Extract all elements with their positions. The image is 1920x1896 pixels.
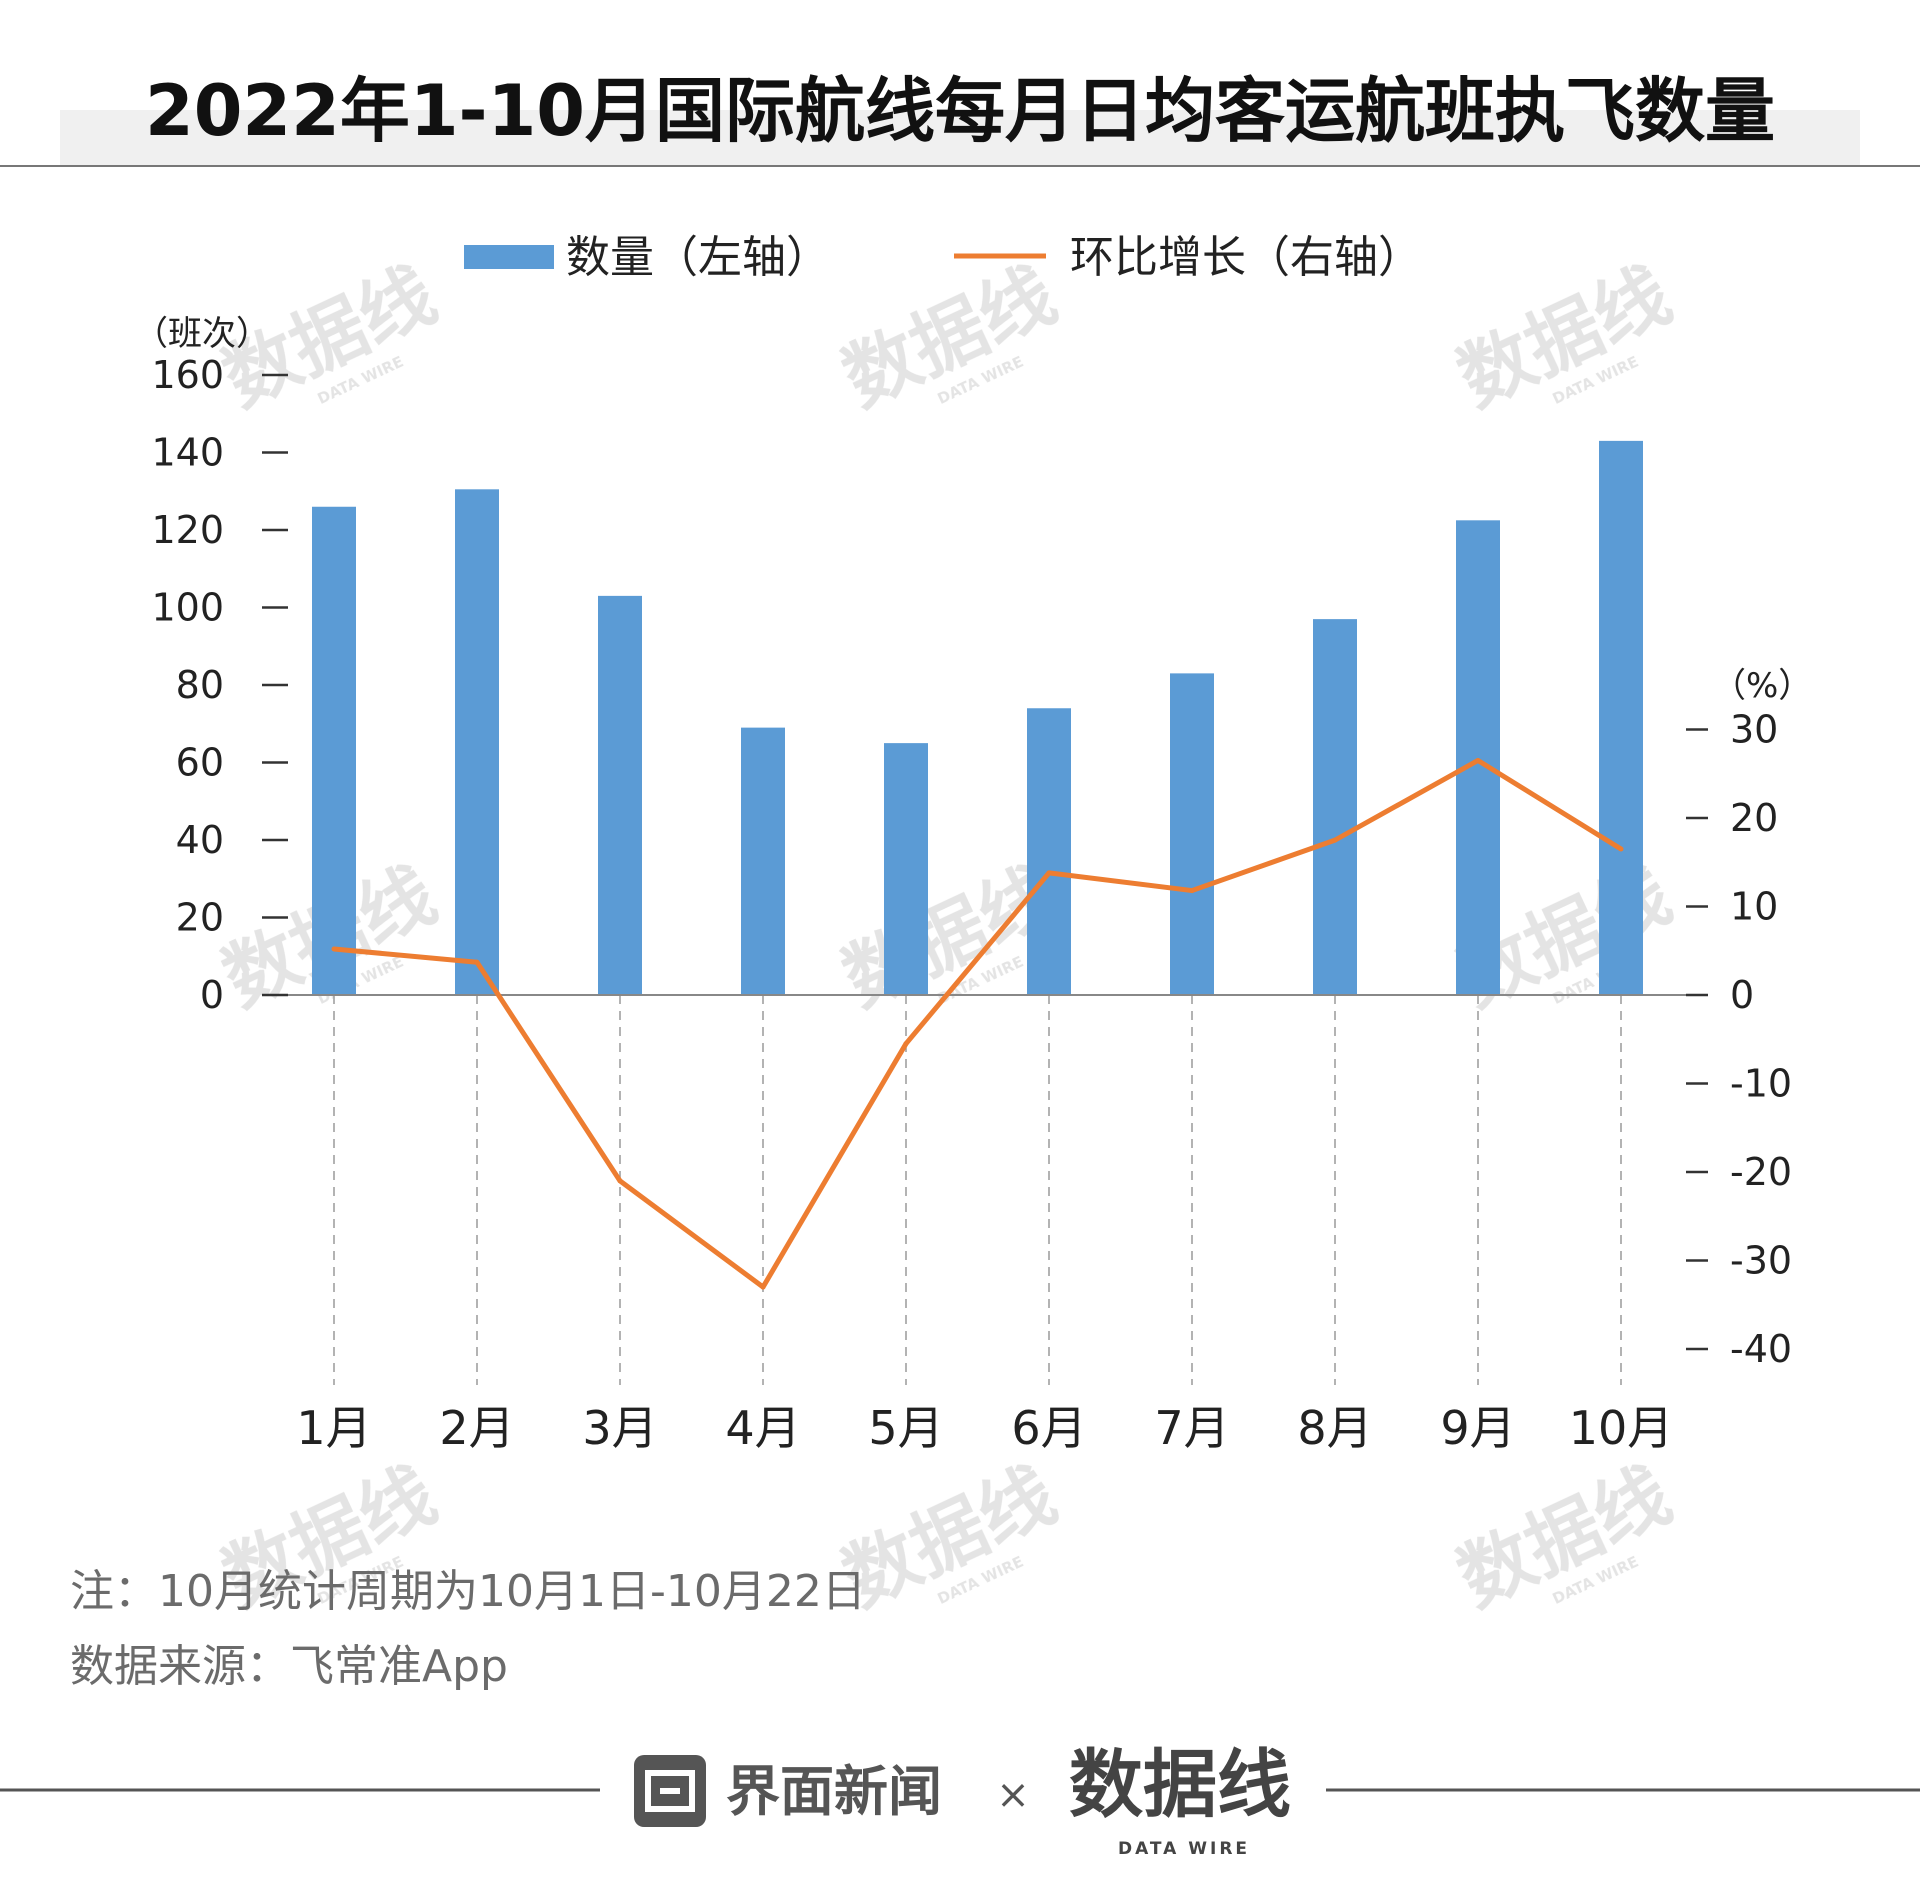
- growth-point-10: [1618, 846, 1624, 852]
- legend-line-label: 环比增长（右轴）: [1070, 232, 1422, 283]
- left-axis-unit: （班次）: [134, 314, 270, 354]
- brand-datawire-sub: DATA WIRE: [1118, 1839, 1250, 1859]
- growth-point-6: [1046, 870, 1052, 876]
- right-axis: 30 20 10 0 -10 -20 -30 -40: [1686, 708, 1792, 1371]
- x-axis-label: 6月: [1011, 1401, 1086, 1455]
- watermark: 数据线 DATA WIRE: [1446, 251, 1684, 423]
- left-axis-label: 100: [151, 586, 224, 630]
- right-axis-label: 30: [1730, 708, 1778, 752]
- x-axis-label: 7月: [1154, 1401, 1229, 1455]
- footnote: 注：10月统计周期为10月1日-10月22日: [70, 1566, 866, 1617]
- left-axis-label: 120: [151, 508, 224, 552]
- jiemian-logo-icon: [634, 1755, 706, 1827]
- category-guides: [333, 995, 1622, 1385]
- brand-datawire: 数据线: [1069, 1742, 1291, 1828]
- left-axis-label: 60: [176, 741, 224, 785]
- brand-times: ×: [996, 1772, 1030, 1818]
- watermark: 数据线 DATA WIRE: [1446, 1451, 1684, 1623]
- legend: 数量（左轴） 环比增长（右轴）: [464, 232, 1422, 283]
- legend-bar-swatch: [464, 245, 554, 269]
- brand-jiemian: 界面新闻: [726, 1760, 942, 1823]
- bar-1: [312, 506, 356, 995]
- page-title: 2022年1-10月国际航线每月日均客运航班执飞数量: [145, 70, 1775, 152]
- data-source: 数据来源：飞常准App: [70, 1641, 508, 1692]
- bar-8: [1313, 619, 1357, 995]
- growth-point-9: [1475, 757, 1481, 763]
- x-axis-label: 10月: [1569, 1401, 1674, 1455]
- growth-point-8: [1332, 837, 1338, 843]
- growth-point-1: [331, 946, 337, 952]
- growth-point-3: [617, 1178, 623, 1184]
- bar-series: [312, 440, 1643, 995]
- growth-point-5: [903, 1041, 909, 1047]
- right-axis-label: 0: [1730, 973, 1754, 1017]
- bar-3: [598, 595, 642, 995]
- left-axis-label: 140: [151, 431, 224, 475]
- x-axis-label: 3月: [582, 1401, 657, 1455]
- bar-2: [455, 489, 499, 995]
- growth-point-4: [760, 1284, 766, 1290]
- legend-bar-label: 数量（左轴）: [566, 232, 830, 283]
- right-axis-unit: （%）: [1712, 666, 1812, 706]
- bar-4: [741, 727, 785, 995]
- right-axis-label: 20: [1730, 796, 1778, 840]
- right-axis-label: -10: [1730, 1062, 1792, 1106]
- right-axis-label: -30: [1730, 1239, 1792, 1283]
- watermark: 数据线 DATA WIRE: [831, 1451, 1069, 1623]
- bar-5: [884, 743, 928, 995]
- x-axis-label: 1月: [296, 1401, 371, 1455]
- left-axis-label: 40: [176, 818, 224, 862]
- growth-line: [333, 757, 1623, 1290]
- right-axis-label: -20: [1730, 1150, 1792, 1194]
- bar-10: [1599, 440, 1643, 995]
- growth-point-7: [1189, 888, 1195, 894]
- title-band: [60, 110, 1860, 165]
- line-series: [331, 757, 1624, 1290]
- left-axis-label: 80: [176, 663, 224, 707]
- x-axis-label: 2月: [439, 1401, 514, 1455]
- bar-9: [1456, 520, 1500, 995]
- left-axis: 160 140 120 100 80 60 40 20 0: [151, 353, 288, 1017]
- x-axis-label: 8月: [1297, 1401, 1372, 1455]
- jiemian-logo-inner: [645, 1770, 695, 1812]
- x-axis-label: 9月: [1440, 1401, 1515, 1455]
- right-axis-label: -40: [1730, 1327, 1792, 1371]
- x-axis-label: 4月: [725, 1401, 800, 1455]
- bar-7: [1170, 673, 1214, 995]
- x-axis-labels: 1月 2月 3月 4月 5月 6月 7月 8月 9月 10月: [296, 1401, 1673, 1455]
- left-axis-label: 20: [176, 896, 224, 940]
- watermark: 数据线 DATA WIRE: [211, 251, 449, 423]
- left-axis-label: 0: [200, 973, 224, 1017]
- left-axis-label: 160: [151, 353, 224, 397]
- bar-6: [1027, 708, 1071, 995]
- right-axis-label: 10: [1730, 885, 1778, 929]
- watermark: 数据线 DATA WIRE: [831, 251, 1069, 423]
- growth-point-2: [474, 959, 480, 965]
- x-axis-label: 5月: [868, 1401, 943, 1455]
